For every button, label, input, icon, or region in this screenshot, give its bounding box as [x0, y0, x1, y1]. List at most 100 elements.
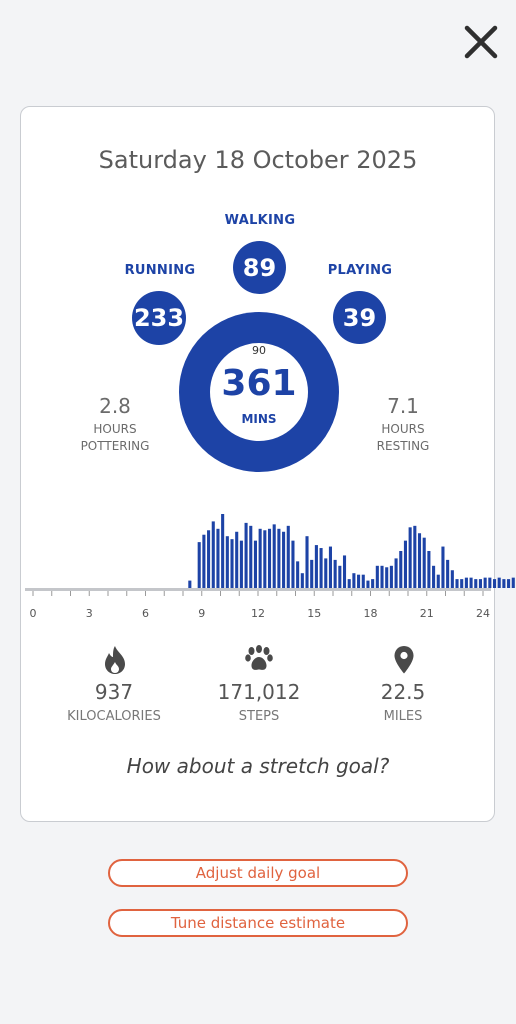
adjust-daily-goal-button[interactable]: Adjust daily goal: [108, 859, 408, 887]
activity-bar: [389, 565, 393, 588]
activity-bar: [488, 577, 492, 588]
activity-bar: [291, 540, 295, 588]
ring-unit: MINS: [241, 412, 277, 426]
activity-bar: [394, 558, 398, 588]
activity-bar: [446, 559, 450, 588]
activity-bar: [272, 524, 276, 588]
activity-bar: [385, 567, 389, 588]
chart-tick-label: 21: [420, 607, 434, 620]
activity-bar: [469, 577, 473, 588]
playing-label: PLAYING: [327, 263, 393, 278]
activity-bar: [371, 579, 375, 588]
activity-bar: [239, 540, 243, 588]
activity-bar: [342, 555, 347, 588]
activity-bar: [202, 534, 206, 588]
hourly-activity-chart: 0 3 6 9 12 15 18 21 24: [25, 514, 515, 620]
paw-icon: [245, 645, 273, 670]
activity-bar: [403, 540, 407, 588]
flame-icon: [105, 646, 125, 674]
activity-bar: [300, 573, 304, 588]
playing-value: 39: [342, 303, 377, 332]
tune-distance-estimate-button[interactable]: Tune distance estimate: [108, 909, 408, 937]
resting-value: 7.1: [387, 394, 419, 418]
steps-label: STEPS: [238, 709, 280, 724]
activity-bar: [474, 579, 478, 588]
activity-bar: [225, 536, 229, 588]
chart-tick-label: 0: [30, 607, 37, 620]
activity-bar: [286, 525, 290, 588]
chart-tick-label: 15: [307, 607, 321, 620]
kilocalories-label: KILOCALORIES: [67, 709, 161, 724]
activity-bar: [263, 530, 267, 588]
date-title: Saturday 18 October 2025: [98, 146, 418, 174]
activity-bar: [207, 530, 211, 588]
activity-bar: [366, 580, 370, 588]
walking-value: 89: [242, 253, 277, 282]
activity-bar: [507, 579, 511, 588]
pottering-label: POTTERING: [80, 439, 150, 453]
chart-tick-label: 3: [86, 607, 93, 620]
activity-bar: [338, 565, 342, 588]
miles-label: MILES: [383, 709, 423, 724]
activity-bar: [235, 531, 239, 588]
kilocalories-value: 937: [94, 680, 134, 704]
activity-bar: [319, 548, 323, 588]
running-bubble: 233: [132, 291, 186, 345]
activity-bar: [230, 539, 234, 588]
activity-bar: [417, 533, 422, 588]
activity-bar: [282, 531, 286, 588]
pottering-value: 2.8: [99, 394, 131, 418]
activity-bar: [216, 528, 220, 588]
activity-bar: [380, 565, 384, 588]
chart-axis: [25, 588, 491, 591]
activity-bar: [436, 574, 440, 588]
activity-bar: [511, 577, 515, 588]
activity-bar: [483, 577, 487, 588]
activity-bar: [455, 579, 459, 588]
resting-unit: HOURS: [381, 422, 425, 436]
map-pin-icon: [394, 646, 414, 674]
activity-bar: [422, 537, 426, 588]
activity-bar: [352, 573, 356, 588]
stretch-goal-prompt: How about a stretch goal?: [126, 754, 390, 778]
close-button[interactable]: [461, 22, 501, 62]
activity-bar: [497, 577, 501, 588]
activity-bar: [492, 579, 497, 588]
activity-bar: [305, 536, 309, 588]
activity-bar: [450, 570, 454, 588]
pottering-unit: HOURS: [93, 422, 137, 436]
activity-bar: [361, 574, 365, 588]
activity-bar: [267, 528, 272, 588]
activity-bar: [310, 559, 314, 588]
steps-value: 171,012: [217, 680, 301, 704]
activity-bar: [357, 574, 361, 588]
activity-bar: [478, 579, 482, 588]
activity-bar: [314, 545, 318, 588]
ring-goal: 90: [252, 344, 266, 357]
activity-ring-center: [210, 343, 308, 441]
activity-bar: [277, 528, 281, 588]
activity-bar: [211, 521, 215, 588]
activity-bar: [328, 546, 332, 588]
close-icon: [464, 25, 498, 59]
activity-bar: [333, 559, 337, 588]
resting-label: RESTING: [376, 439, 430, 453]
chart-tick-label: 12: [251, 607, 265, 620]
activity-bar: [221, 514, 225, 588]
chart-tick-label: 6: [142, 607, 149, 620]
activity-bar: [502, 579, 506, 588]
activity-bar: [347, 579, 351, 588]
activity-bar: [253, 540, 257, 588]
activity-bar: [413, 525, 417, 588]
activity-bar: [399, 551, 403, 588]
chart-tick-label: 9: [198, 607, 205, 620]
walking-bubble: 89: [233, 241, 286, 294]
activity-bar: [427, 551, 431, 588]
chart-tick-label: 24: [476, 607, 490, 620]
activity-bar: [197, 542, 201, 588]
ring-total: 361: [221, 363, 297, 404]
activity-bar: [258, 528, 262, 588]
activity-bar: [464, 577, 468, 588]
activity-bar: [188, 580, 192, 588]
playing-bubble: 39: [333, 291, 386, 344]
